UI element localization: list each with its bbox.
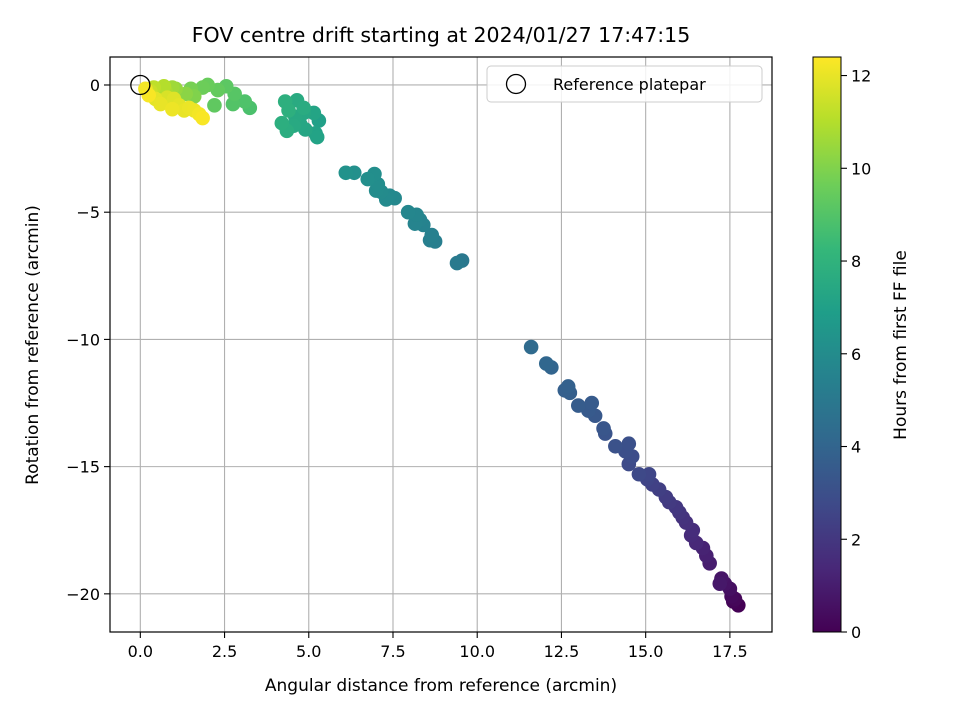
legend-box bbox=[486, 65, 763, 103]
data-point bbox=[281, 103, 296, 118]
legend-marker-icon bbox=[505, 73, 527, 95]
data-point bbox=[449, 255, 465, 271]
colorbar-label: Hours from first FF file bbox=[891, 250, 911, 440]
plot-frame bbox=[109, 56, 773, 633]
x-tick-label: 0.0 bbox=[128, 642, 153, 661]
y-tick-label: −20 bbox=[66, 585, 100, 604]
data-point bbox=[570, 398, 586, 413]
data-point bbox=[338, 165, 354, 181]
data-point bbox=[538, 356, 554, 371]
data-point bbox=[296, 100, 312, 116]
legend-entry-label: Reference platepar bbox=[553, 75, 706, 94]
colorbar-gradient bbox=[812, 56, 842, 633]
y-axis: 0 −5 −10 −15 −20 bbox=[66, 76, 110, 604]
data-point bbox=[560, 379, 576, 394]
colorbar-tick-label: 10 bbox=[851, 159, 871, 178]
x-tick-label: 15.0 bbox=[628, 642, 664, 661]
data-points bbox=[130, 74, 746, 613]
x-tick-label: 12.5 bbox=[544, 642, 580, 661]
chart-title: FOV centre drift starting at 2024/01/27 … bbox=[192, 23, 691, 47]
data-point bbox=[195, 110, 210, 126]
colorbar-tick-label: 6 bbox=[851, 345, 861, 364]
data-point bbox=[424, 227, 440, 243]
data-point bbox=[237, 94, 253, 109]
data-point bbox=[641, 466, 657, 482]
data-point bbox=[400, 204, 416, 220]
colorbar-tick-label: 0 bbox=[851, 623, 861, 642]
data-point bbox=[153, 96, 168, 112]
x-tick-label: 7.5 bbox=[380, 642, 405, 661]
data-point bbox=[274, 115, 290, 131]
grid bbox=[110, 57, 772, 632]
data-point bbox=[141, 87, 157, 103]
x-tick-label: 5.0 bbox=[296, 642, 321, 661]
colorbar-ticks: 0 2 4 6 8 10 12 bbox=[841, 67, 871, 642]
data-point bbox=[523, 339, 539, 355]
data-point bbox=[631, 466, 647, 482]
data-point bbox=[712, 576, 728, 591]
y-tick-label: −15 bbox=[66, 458, 100, 477]
y-tick-label: −10 bbox=[66, 330, 100, 349]
data-point bbox=[207, 98, 222, 113]
y-axis-label: Rotation from reference (arcmin) bbox=[23, 205, 43, 485]
x-axis-label: Angular distance from reference (arcmin) bbox=[265, 676, 617, 696]
data-point bbox=[360, 171, 376, 187]
colorbar-tick-label: 12 bbox=[851, 67, 871, 86]
x-tick-label: 17.5 bbox=[712, 642, 748, 661]
colorbar-tick-label: 4 bbox=[851, 438, 861, 457]
x-tick-label: 2.5 bbox=[212, 642, 237, 661]
data-point bbox=[621, 436, 637, 452]
data-point bbox=[309, 129, 325, 145]
colorbar: 0 2 4 6 8 10 12 Hours from first FF file bbox=[812, 56, 911, 642]
x-tick-label: 10.0 bbox=[459, 642, 495, 661]
y-tick-label: −5 bbox=[76, 203, 100, 222]
data-point bbox=[584, 395, 600, 411]
reference-marker bbox=[130, 74, 151, 96]
colorbar-tick-label: 2 bbox=[851, 530, 861, 549]
legend: Reference platepar bbox=[486, 65, 763, 103]
y-tick-label: 0 bbox=[90, 76, 100, 95]
data-point bbox=[608, 438, 623, 454]
colorbar-tick-label: 8 bbox=[851, 252, 861, 271]
data-point bbox=[596, 421, 611, 436]
x-axis: 0.0 2.5 5.0 7.5 10.0 12.5 15.0 17.5 bbox=[128, 632, 748, 661]
data-point bbox=[165, 101, 180, 117]
